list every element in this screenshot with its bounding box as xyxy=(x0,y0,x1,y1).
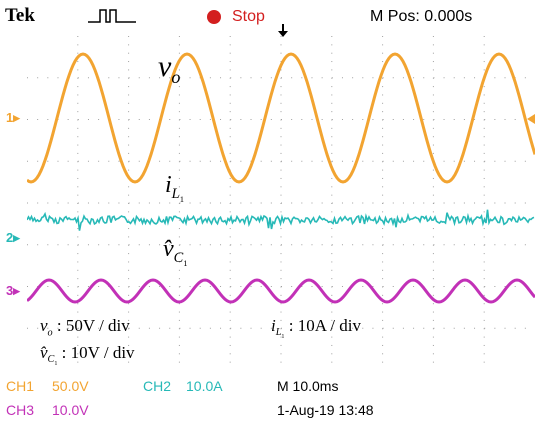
scale-vo-annotation: vo : 50V / div xyxy=(40,316,130,339)
status-bar-top: Tek Stop M Pos: 0.000s xyxy=(0,0,550,37)
ch3-waveform xyxy=(27,278,535,304)
stop-indicator-icon[interactable] xyxy=(207,10,221,24)
ch1-right-offset-marker-icon xyxy=(527,114,535,124)
il1-annotation: iL1 xyxy=(165,172,184,204)
m-pos-readout: M Pos: 0.000s xyxy=(370,8,473,25)
ch3-marker[interactable]: 3▸ xyxy=(6,283,20,298)
ch3-marker-arrow-icon: ▸ xyxy=(13,283,20,298)
ch2-label[interactable]: CH2 xyxy=(143,378,172,394)
waveform-display xyxy=(27,36,535,370)
pulse-trigger-icon xyxy=(88,9,136,23)
ch2-scale: 10.0A xyxy=(186,378,223,394)
vo-annotation: vo xyxy=(158,50,181,87)
scale-vc1-annotation: v̂C1 : 10V / div xyxy=(40,343,135,368)
trigger-position-arrow-icon xyxy=(278,24,288,37)
ch1-marker[interactable]: 1▸ xyxy=(6,110,20,125)
scale-il1-annotation: iL1 : 10A / div xyxy=(271,316,361,341)
ch1-label[interactable]: CH1 xyxy=(6,378,35,394)
run-state-label[interactable]: Stop xyxy=(232,8,265,25)
date-time-readout: 1-Aug-19 13:48 xyxy=(277,402,374,418)
ch1-marker-arrow-icon: ▸ xyxy=(13,110,20,125)
ch1-waveform xyxy=(27,52,535,184)
ch2-marker-arrow-icon: ▸ xyxy=(13,230,20,245)
ch3-label[interactable]: CH3 xyxy=(6,402,35,418)
status-bar-bottom: CH1 50.0V CH2 10.0A M 10.0ms CH3 10.0V 1… xyxy=(0,370,550,428)
ch2-marker[interactable]: 2▸ xyxy=(6,230,20,245)
graticule xyxy=(27,36,535,363)
ch3-scale: 10.0V xyxy=(52,402,89,418)
brand-logo: Tek xyxy=(5,5,35,26)
ch1-scale: 50.0V xyxy=(52,378,89,394)
ch2-waveform xyxy=(27,209,535,231)
timebase-readout: M 10.0ms xyxy=(277,378,339,394)
vc1-annotation: v̂C1 xyxy=(163,236,188,268)
grid-dots xyxy=(27,36,526,363)
